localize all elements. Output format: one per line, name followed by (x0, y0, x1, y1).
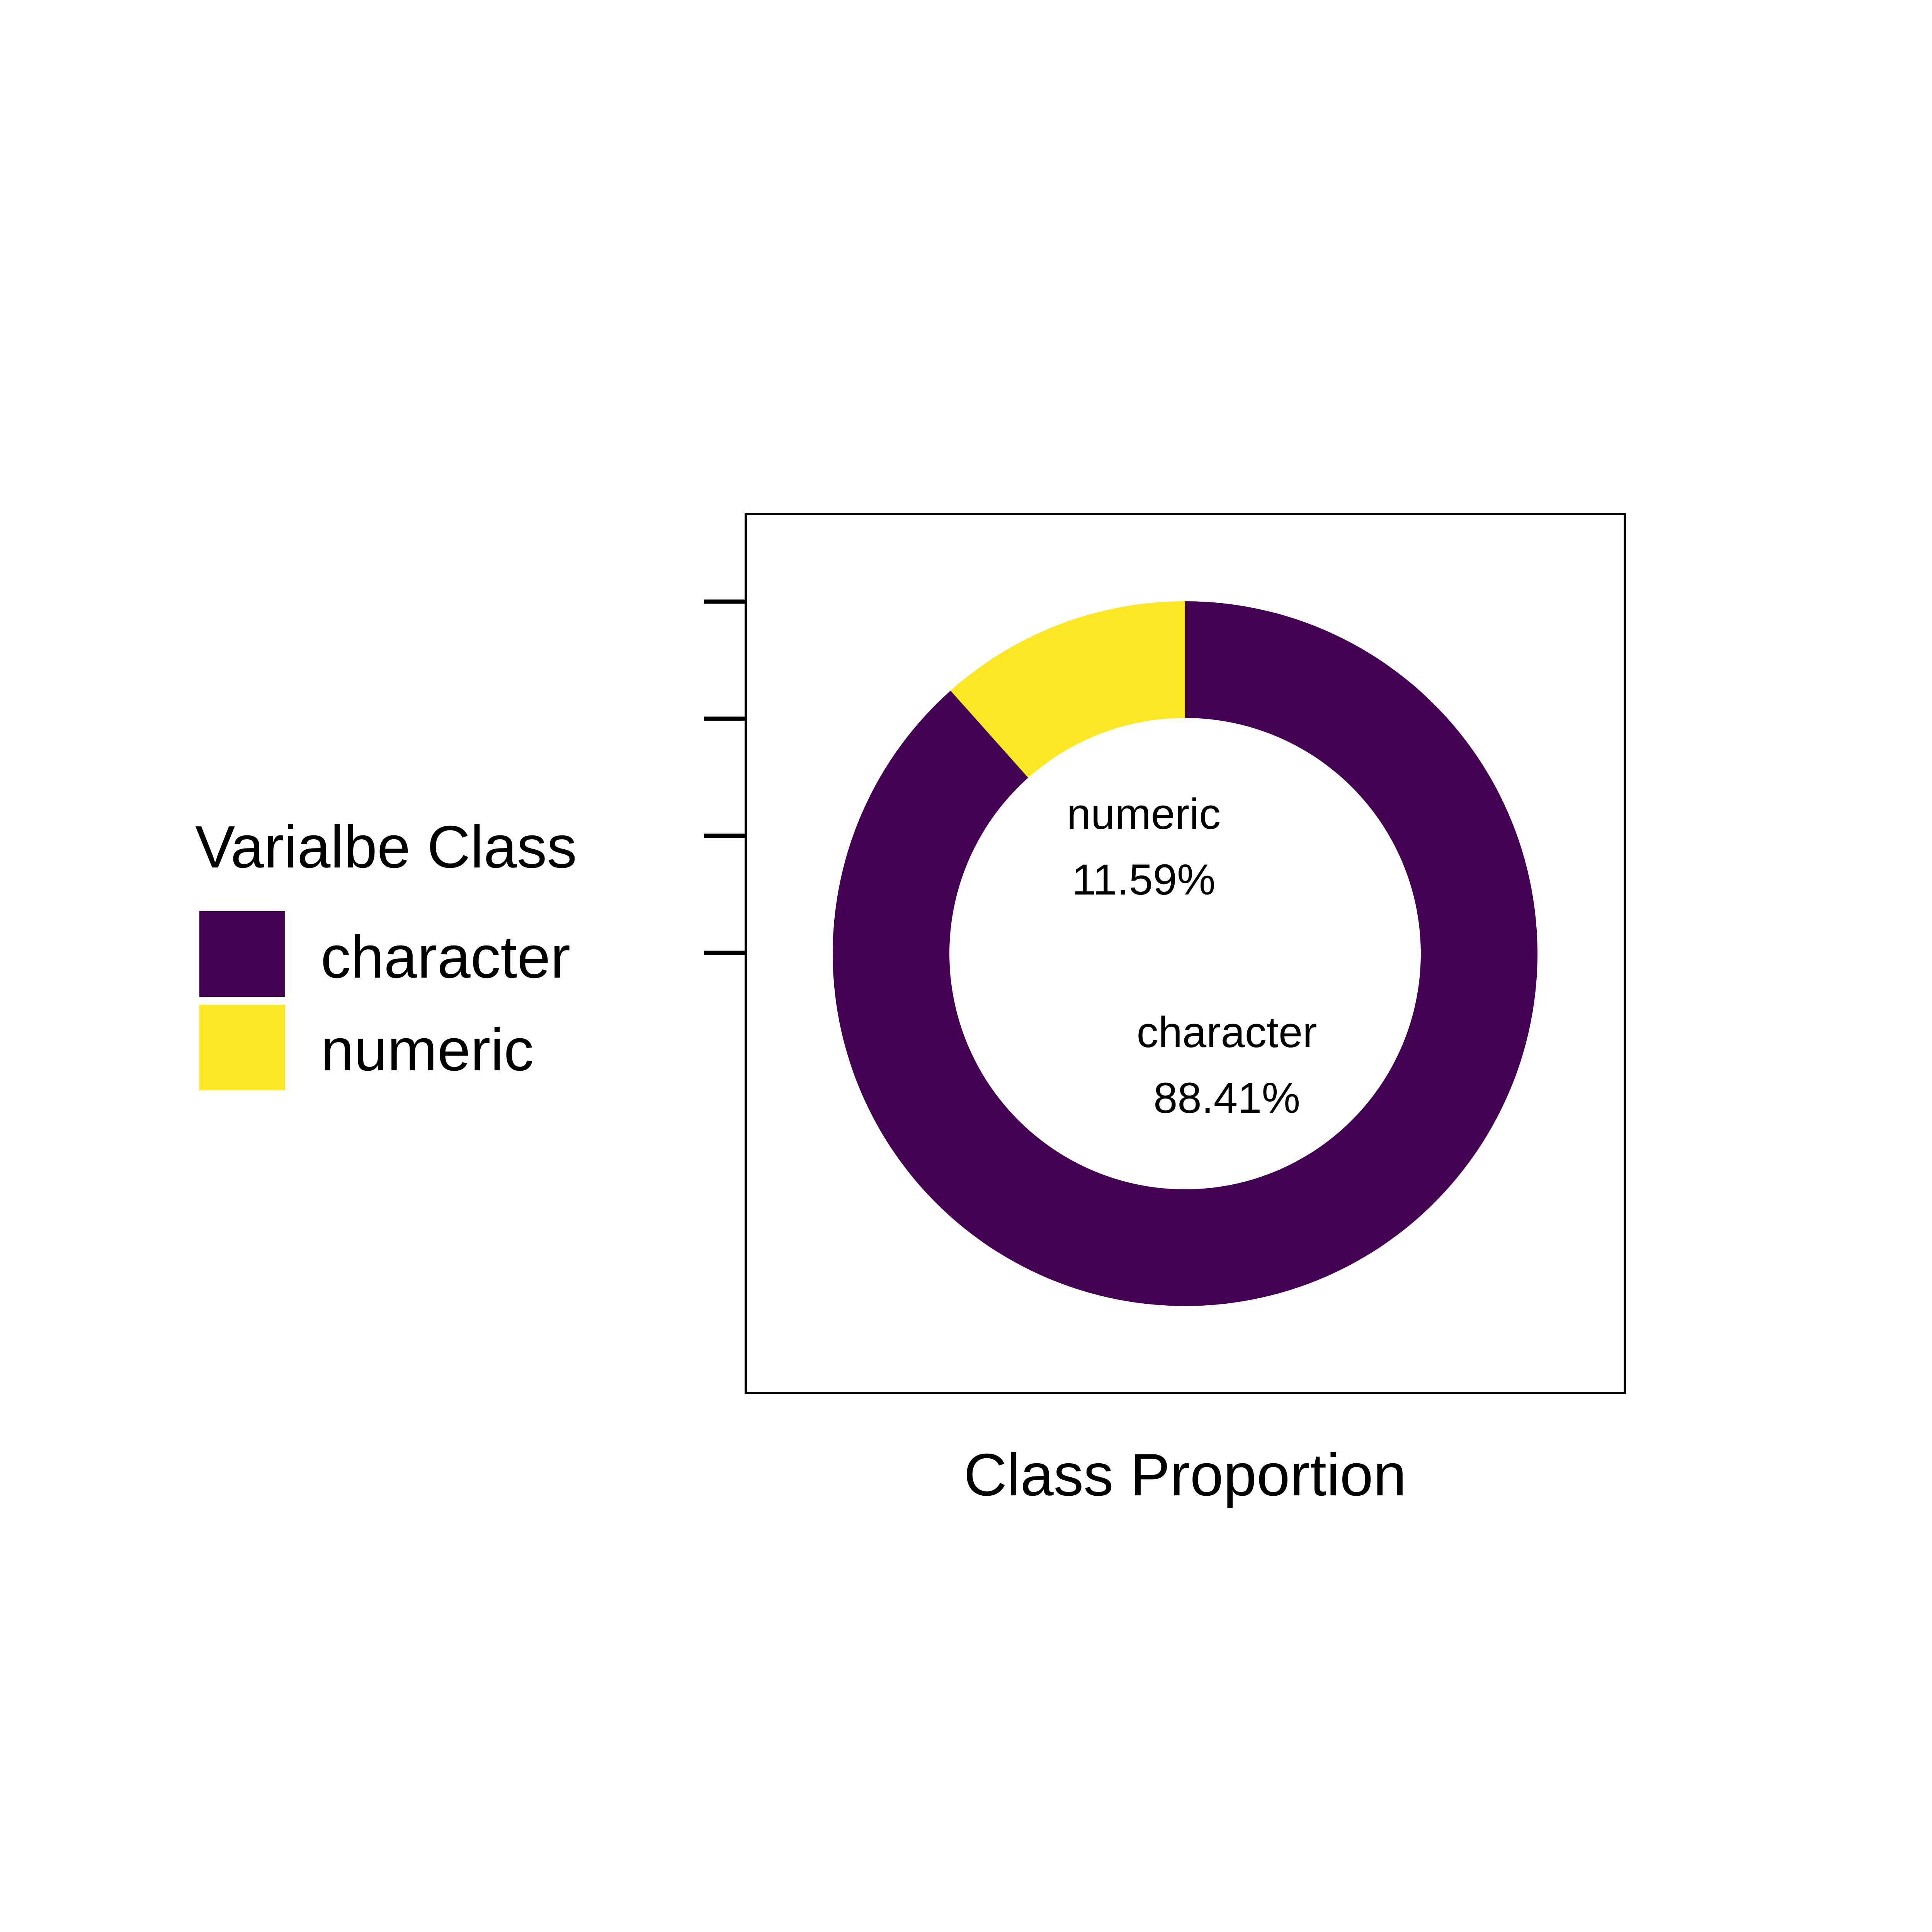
legend-label-character: character (321, 923, 570, 990)
slice-label-numeric-name: numeric (1067, 790, 1221, 838)
donut-slice-numeric (951, 601, 1185, 778)
legend-swatch-numeric (199, 1005, 285, 1090)
x-axis-label: Class Proportion (964, 1441, 1406, 1508)
slice-label-character-value: 88.41% (1153, 1074, 1300, 1122)
donut-slices (833, 601, 1538, 1306)
slice-label-numeric-value: 11.59% (1072, 855, 1216, 904)
legend-swatch-character (199, 911, 285, 997)
legend: Varialbe Class character numeric (195, 813, 577, 1090)
legend-label-numeric: numeric (321, 1016, 534, 1083)
slice-label-character-name: character (1137, 1008, 1317, 1056)
legend-title: Varialbe Class (195, 813, 577, 880)
y-axis-ticks (704, 599, 746, 955)
donut-slice-character (833, 601, 1538, 1306)
slice-labels: character 88.41% numeric 11.59% (1067, 790, 1317, 1122)
